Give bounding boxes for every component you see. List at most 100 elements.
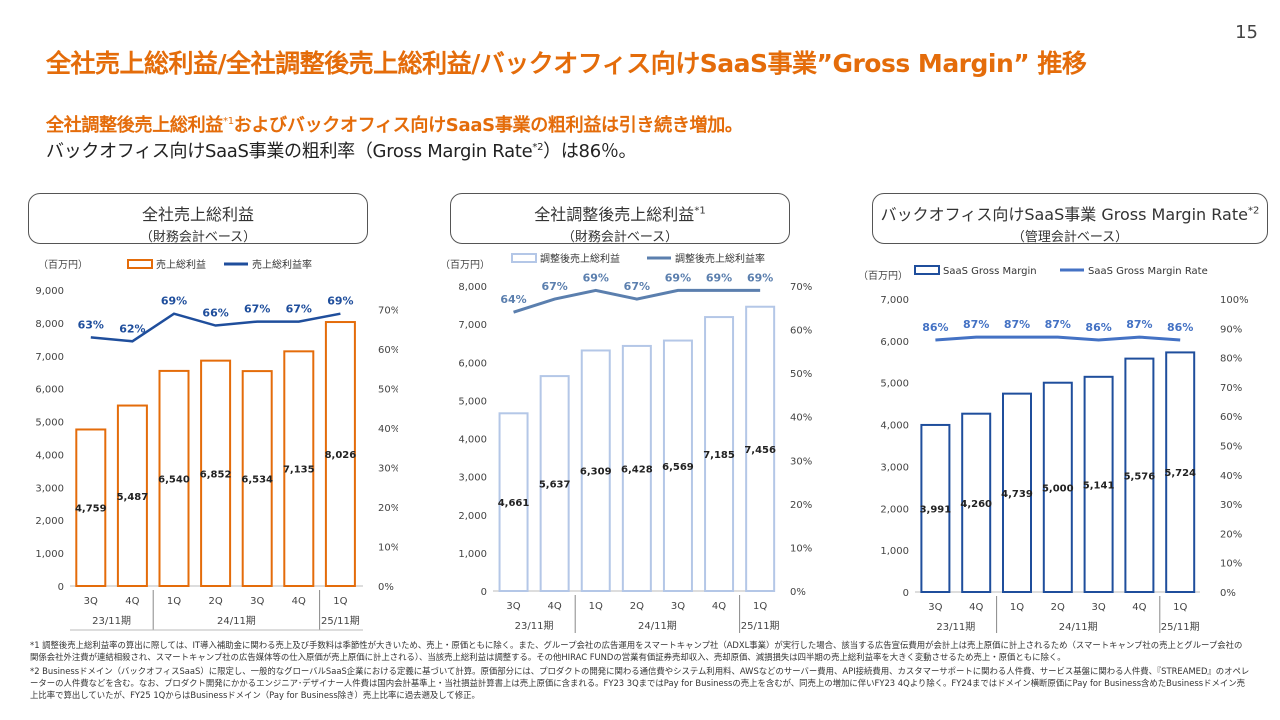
bar: [75, 428, 107, 587]
x-tick-label: 1Q: [753, 601, 767, 612]
y2-tick-label: 40%: [378, 424, 398, 435]
rate-label: 66%: [202, 307, 228, 320]
x-tick-label: 3Q: [671, 601, 685, 612]
subtitle-line1-rest: およびバックオフィス向けSaaS事業の粗利益は引き続き増加。: [233, 115, 743, 136]
y-tick-label: 7,000: [458, 320, 487, 331]
x-tick-label: 4Q: [712, 601, 726, 612]
y2-tick-label: 40%: [1220, 471, 1242, 482]
chart2-title: 全社調整後売上総利益*1: [451, 201, 789, 225]
bar-value-label: 4,260: [960, 499, 992, 510]
bar: [662, 339, 693, 593]
y2-tick-label: 80%: [1220, 354, 1242, 365]
y-tick-label: 4,000: [35, 450, 64, 461]
y-tick-label: 6,000: [880, 337, 909, 348]
x-tick-label: 1Q: [1010, 602, 1024, 613]
period-label: 24/11期: [1059, 621, 1098, 633]
y-tick-label: 2,000: [458, 511, 487, 522]
period-label: 23/11期: [936, 621, 975, 633]
subtitle-line1: 全社調整後売上総利益*1およびバックオフィス向けSaaS事業の粗利益は引き続き増…: [46, 111, 743, 137]
rate-label: 67%: [541, 280, 567, 293]
y-tick-label: 1,000: [458, 549, 487, 560]
y-tick-label: 5,000: [35, 418, 64, 429]
subtitle-line2-text: バックオフィス向けSaaS事業の粗利率（Gross Margin Rate: [46, 141, 533, 162]
bar-value-label: 4,759: [75, 504, 107, 515]
legend-bar-label: 売上総利益: [156, 258, 206, 271]
y2-tick-label: 40%: [790, 413, 812, 424]
subtitle-line2-sup: *2: [532, 142, 544, 153]
rate-label: 86%: [1167, 321, 1193, 334]
bar: [283, 350, 315, 587]
rate-label: 69%: [706, 271, 732, 284]
chart3-subtitle: （管理会計ベース）: [1011, 230, 1129, 245]
legend-line-label: 売上総利益率: [252, 258, 312, 271]
unit-label: （百万円）: [38, 259, 88, 271]
bar-value-label: 6,852: [200, 469, 232, 480]
rate-label: 62%: [119, 322, 145, 335]
bar: [1165, 351, 1196, 593]
x-tick-label: 1Q: [589, 601, 603, 612]
y2-tick-label: 70%: [378, 306, 398, 317]
bar: [200, 359, 232, 587]
footnotes: *1 調整後売上総利益率の算出に際しては、IT導入補助金に関わる売上及び手数料は…: [30, 639, 1250, 703]
period-label: 24/11期: [217, 615, 256, 627]
bar: [1083, 375, 1114, 593]
period-label: 25/11期: [321, 615, 360, 627]
chart-saas-gross-margin: （百万円） SaaS Gross Margin SaaS Gross Margin …: [858, 265, 1249, 633]
legend-bar-swatch: [914, 265, 940, 275]
y-tick-label: 8,000: [35, 319, 64, 330]
bar: [324, 321, 356, 587]
x-tick-label: 1Q: [1173, 602, 1187, 613]
y2-tick-label: 0%: [790, 587, 806, 598]
rate-line: [513, 288, 761, 314]
chart1-header: 全社売上総利益 （財務会計ベース）: [28, 193, 368, 245]
bar: [580, 349, 611, 592]
y-tick-label: 1,000: [35, 549, 64, 560]
y-tick-label: 0: [58, 582, 64, 593]
bar-value-label: 6,534: [241, 475, 273, 486]
y2-tick-label: 70%: [790, 282, 812, 293]
bar-value-label: 6,309: [580, 467, 612, 478]
x-tick-label: 4Q: [125, 596, 139, 607]
y2-tick-label: 70%: [1220, 383, 1242, 394]
legend-bar-label: 調整後売上総利益: [540, 252, 620, 265]
footnote-1: *1 調整後売上総利益率の算出に際しては、IT導入補助金に関わる売上及び手数料は…: [30, 640, 1243, 662]
bar-value-label: 6,569: [662, 462, 694, 473]
bar: [961, 412, 992, 593]
y-tick-label: 1,000: [880, 546, 909, 557]
x-tick-label: 3Q: [84, 596, 98, 607]
legend-bar-swatch: [511, 253, 537, 263]
y2-tick-label: 50%: [790, 369, 812, 380]
bar-value-label: 5,141: [1083, 480, 1115, 491]
chart3-title-sup: *2: [1247, 205, 1260, 217]
bar: [116, 404, 148, 587]
x-tick-label: 3Q: [1091, 602, 1105, 613]
bar: [241, 370, 273, 587]
bar: [920, 423, 951, 593]
y2-tick-label: 30%: [378, 464, 398, 475]
y2-tick-label: 20%: [1220, 529, 1242, 540]
rate-label: 64%: [500, 293, 526, 306]
rate-label: 87%: [1004, 318, 1030, 331]
y-tick-label: 7,000: [880, 295, 909, 306]
y-tick-label: 5,000: [458, 396, 487, 407]
bar-value-label: 6,540: [158, 474, 190, 485]
bar-value-label: 8,026: [325, 450, 357, 461]
rate-label: 86%: [1085, 321, 1111, 334]
y-tick-label: 7,000: [35, 352, 64, 363]
rate-label: 69%: [747, 271, 773, 284]
chart2-subtitle: （財務会計ベース）: [561, 230, 679, 245]
y-tick-label: 8,000: [458, 282, 487, 293]
x-tick-label: 4Q: [969, 602, 983, 613]
bar: [539, 375, 570, 592]
bar: [158, 369, 190, 588]
chart-adjusted-gross-profit: （百万円） 調整後売上総利益 調整後売上総利益率 0 1,000 2,000 3,000 4,…: [440, 252, 812, 633]
bar-value-label: 5,637: [539, 480, 571, 491]
rate-label: 67%: [624, 280, 650, 293]
subtitle-line1-text: 全社調整後売上総利益: [46, 115, 223, 136]
y2-tick-label: 30%: [1220, 500, 1242, 511]
chart3-title-text: バックオフィス向けSaaS事業 Gross Margin Rate: [880, 205, 1248, 224]
subtitle-line2: バックオフィス向けSaaS事業の粗利率（Gross Margin Rate*2）…: [46, 137, 637, 163]
y-tick-label: 9,000: [35, 286, 64, 297]
footnote-2: *2 Businessドメイン（バックオフィスSaaS）に限定し、一般的なグロー…: [30, 666, 1250, 700]
chart1-subtitle: （財務会計ベース）: [139, 230, 257, 245]
